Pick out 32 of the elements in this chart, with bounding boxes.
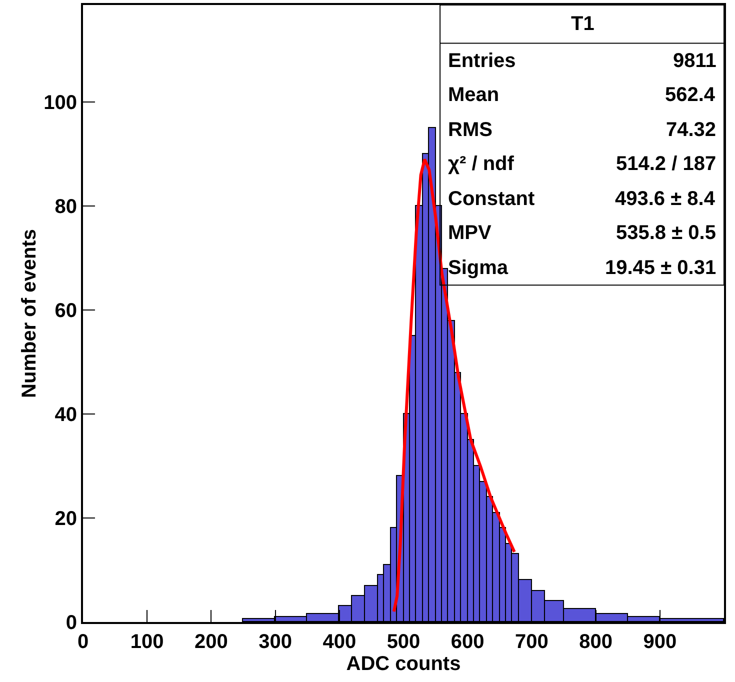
annotation: Mean [448,84,500,106]
y-axis-title: Number of events [18,229,41,398]
x-tick-label: 300 [258,631,292,653]
annotation: Constant [448,188,535,210]
annotation: χ² / ndf [448,153,514,175]
y-tick-label: 80 [54,196,77,218]
annotation: 514.2 / 187 [616,153,716,175]
annotation: Entries [448,50,516,72]
x-tick-label: 100 [130,631,164,653]
y-tick-label: 20 [54,508,77,530]
x-tick-label: 600 [450,631,484,653]
annotation: Sigma [448,257,509,279]
y-tick-label: 40 [54,404,77,426]
x-tick-label: 700 [515,631,548,653]
x-tick-label: 500 [386,631,420,653]
annotation: 19.45 ± 0.31 [605,257,716,279]
annotation: 9811 [673,50,716,72]
annotation: 493.6 ± 8.4 [615,188,716,210]
x-tick-label: 800 [579,631,612,653]
annotation: 562.4 [665,84,716,106]
y-tick-label: 100 [44,92,77,114]
x-tick-label: 200 [194,631,228,653]
x-axis-title: ADC counts [346,653,461,675]
y-tick-label: 60 [54,300,77,322]
x-tick-label: 900 [643,631,677,653]
x-tick-label: 400 [322,631,356,653]
annotation: 74.32 [666,119,716,141]
annotation: RMS [448,119,492,141]
annotation: MPV [448,222,492,244]
annotation: T1 [571,13,594,35]
y-tick-label: 0 [66,612,77,634]
annotation: 535.8 ± 0.5 [616,222,716,244]
